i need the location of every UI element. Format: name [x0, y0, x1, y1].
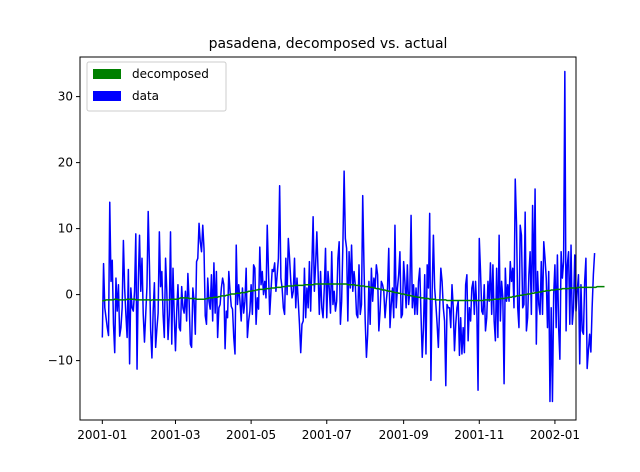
- legend-swatch-decomposed: [93, 69, 121, 79]
- legend-swatch-data: [93, 91, 121, 101]
- series-line-decomposed: [101, 283, 605, 302]
- y-tick-label: 10: [58, 222, 73, 236]
- plot-lines: [101, 70, 605, 403]
- x-tick-label: 2001-03: [150, 428, 200, 442]
- legend-label-decomposed: decomposed: [132, 67, 209, 81]
- y-axis: −10 0 10 20 30: [48, 90, 80, 368]
- y-tick-label: 30: [58, 90, 73, 104]
- series-line-data: [101, 70, 596, 403]
- x-axis: 2001-01 2001-03 2001-05 2001-07 2001-09 2001-…: [77, 420, 580, 442]
- x-tick-label: 2001-01: [77, 428, 127, 442]
- y-tick-label: 20: [58, 156, 73, 170]
- plot-frame: [79, 56, 577, 421]
- y-tick-label: −10: [48, 354, 73, 368]
- legend: decomposed data: [86, 61, 227, 112]
- y-tick-label: 0: [65, 288, 73, 302]
- x-tick-label: 2001-05: [226, 428, 276, 442]
- x-tick-label: 2001-07: [302, 428, 352, 442]
- legend-box: [86, 61, 227, 112]
- legend-label-data: data: [132, 89, 159, 103]
- x-tick-label: 2002-01: [530, 428, 580, 442]
- chart-title: pasadena, decomposed vs. actual: [209, 36, 448, 52]
- x-tick-label: 2001-09: [379, 428, 429, 442]
- x-tick-label: 2001-11: [454, 428, 504, 442]
